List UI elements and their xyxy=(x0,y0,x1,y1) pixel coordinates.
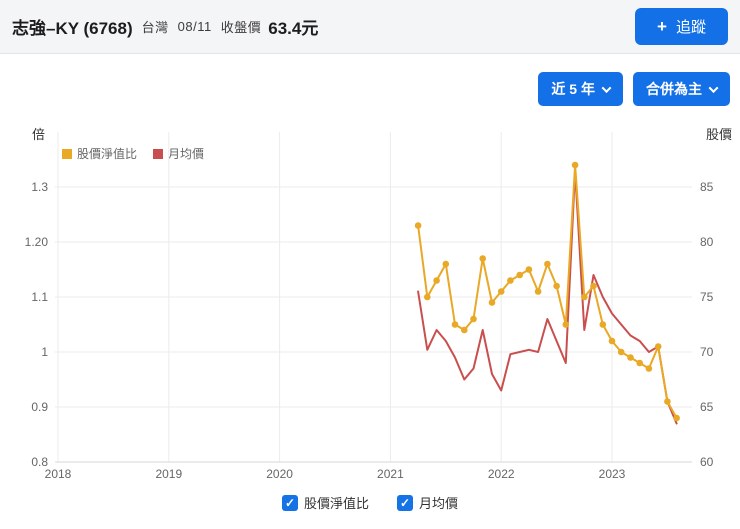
chart-area: 倍 股價 股價淨值比 月均價 1.3 85 1.20 80 1.1 75 1 70 0.9 65 0… xyxy=(0,112,740,484)
axis-tick-labels: 1.3 85 1.20 80 1.1 75 1 70 0.9 65 0.8 60 2018 2019 202… xyxy=(25,180,714,481)
toggle-pb-ratio[interactable]: 股價淨值比 xyxy=(281,493,369,512)
pb-ratio-checkbox-label: 股價淨值比 xyxy=(303,496,369,511)
pb-ratio-swatch-icon xyxy=(62,148,72,159)
legend-label-monthly-avg: 月均價 xyxy=(168,147,205,161)
svg-text:2018: 2018 xyxy=(45,467,72,481)
pb-ratio-checkbox[interactable] xyxy=(281,494,298,511)
series-pb-ratio xyxy=(414,161,680,422)
gridlines xyxy=(55,132,692,463)
legend-item-pb-ratio: 股價淨值比 xyxy=(62,145,137,162)
left-axis-unit: 倍 xyxy=(32,127,46,142)
market-label: 台灣 xyxy=(141,20,169,35)
chevron-down-icon xyxy=(708,82,719,93)
svg-text:2019: 2019 xyxy=(155,467,182,481)
svg-text:2022: 2022 xyxy=(488,467,515,481)
chart-canvas: 1.3 85 1.20 80 1.1 75 1 70 0.9 65 0.8 60 2018 2019 202… xyxy=(25,132,714,481)
svg-text:2023: 2023 xyxy=(599,467,626,481)
chevron-down-icon xyxy=(601,82,612,93)
report-mode-label: 合併為主 xyxy=(646,81,702,97)
monthly-avg-checkbox-label: 月均價 xyxy=(419,496,459,511)
svg-text:70: 70 xyxy=(700,345,714,359)
series-toggle-row: 股價淨值比 月均價 xyxy=(0,493,740,512)
series-monthly-avg-price xyxy=(417,169,678,425)
time-range-dropdown[interactable]: 近 5 年 xyxy=(538,72,623,106)
chart-toolbar: 近 5 年 合併為主 xyxy=(0,54,740,106)
time-range-label: 近 5 年 xyxy=(551,81,595,97)
svg-text:0.8: 0.8 xyxy=(31,455,48,469)
svg-text:65: 65 xyxy=(700,400,714,414)
quote-date: 08/11 xyxy=(177,19,212,34)
chart-legend: 股價淨值比 月均價 xyxy=(62,145,204,162)
svg-text:0.9: 0.9 xyxy=(31,400,48,414)
monthly-avg-swatch-icon xyxy=(153,148,164,159)
toggle-monthly-avg[interactable]: 月均價 xyxy=(397,493,458,512)
svg-text:85: 85 xyxy=(700,180,714,194)
svg-text:1.3: 1.3 xyxy=(31,180,48,194)
svg-text:75: 75 xyxy=(700,290,714,304)
svg-text:2021: 2021 xyxy=(377,467,404,481)
svg-text:80: 80 xyxy=(700,235,714,249)
svg-text:60: 60 xyxy=(700,455,714,469)
plus-icon: + xyxy=(657,17,667,36)
svg-text:1.20: 1.20 xyxy=(25,235,49,249)
legend-label-pb-ratio: 股價淨值比 xyxy=(77,147,138,161)
follow-button-label: 追蹤 xyxy=(675,19,706,36)
legend-item-monthly-avg: 月均價 xyxy=(153,145,204,162)
follow-button[interactable]: + 追蹤 xyxy=(635,8,728,45)
close-price-value: 63.4元 xyxy=(268,19,319,38)
svg-text:2020: 2020 xyxy=(266,467,293,481)
svg-text:1.1: 1.1 xyxy=(31,290,48,304)
svg-text:1: 1 xyxy=(41,345,48,359)
report-mode-dropdown[interactable]: 合併為主 xyxy=(633,72,730,106)
right-axis-unit: 股價 xyxy=(705,127,732,142)
stock-name: 志強–KY (6768) xyxy=(12,19,133,38)
monthly-avg-checkbox[interactable] xyxy=(397,494,413,511)
header: 志強–KY (6768) 台灣 08/11 收盤價 63.4元 + 追蹤 xyxy=(0,0,740,54)
close-price-label: 收盤價 xyxy=(220,20,262,35)
